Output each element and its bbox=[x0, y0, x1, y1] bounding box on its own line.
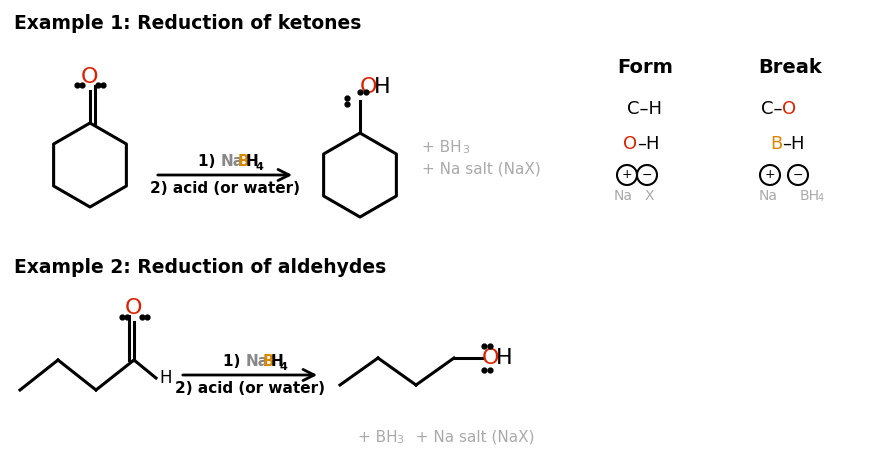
Text: Form: Form bbox=[617, 58, 673, 77]
Text: O: O bbox=[360, 77, 378, 97]
Text: H: H bbox=[246, 154, 258, 169]
Text: –H: –H bbox=[782, 135, 804, 153]
Text: Na: Na bbox=[221, 154, 244, 169]
Text: Break: Break bbox=[758, 58, 822, 77]
Text: Na: Na bbox=[613, 189, 632, 203]
Text: 4: 4 bbox=[255, 162, 263, 172]
Text: H: H bbox=[496, 348, 512, 368]
Text: +: + bbox=[765, 169, 775, 181]
Text: 3: 3 bbox=[462, 145, 469, 155]
Text: O: O bbox=[623, 135, 637, 153]
Text: 1): 1) bbox=[223, 354, 246, 369]
Text: 1): 1) bbox=[198, 154, 221, 169]
Text: + BH: + BH bbox=[358, 430, 398, 445]
Text: 4: 4 bbox=[280, 362, 288, 372]
Text: O: O bbox=[81, 67, 98, 87]
Text: H: H bbox=[271, 354, 284, 369]
Text: −: − bbox=[642, 169, 653, 181]
Text: 3: 3 bbox=[396, 435, 403, 445]
Text: 4: 4 bbox=[818, 193, 824, 203]
Text: O: O bbox=[125, 298, 143, 318]
Text: B: B bbox=[238, 154, 250, 169]
Text: + Na salt (NaX): + Na salt (NaX) bbox=[422, 162, 540, 177]
Text: 2) acid (or water): 2) acid (or water) bbox=[175, 381, 325, 396]
Text: BH: BH bbox=[800, 189, 820, 203]
Text: O: O bbox=[782, 100, 796, 118]
Text: −: − bbox=[793, 169, 803, 181]
Text: B: B bbox=[263, 354, 274, 369]
Text: + BH: + BH bbox=[422, 140, 462, 155]
Text: C–H: C–H bbox=[627, 100, 662, 118]
Text: Example 2: Reduction of aldehydes: Example 2: Reduction of aldehydes bbox=[14, 258, 386, 277]
Text: O: O bbox=[482, 348, 499, 368]
Text: H: H bbox=[159, 369, 172, 387]
Text: 2) acid (or water): 2) acid (or water) bbox=[150, 181, 300, 196]
Text: B: B bbox=[770, 135, 782, 153]
Text: C–: C– bbox=[760, 100, 782, 118]
Text: –H: –H bbox=[637, 135, 660, 153]
Text: X: X bbox=[644, 189, 653, 203]
Text: + Na salt (NaX): + Na salt (NaX) bbox=[406, 430, 534, 445]
Text: H: H bbox=[374, 77, 391, 97]
Text: +: + bbox=[622, 169, 632, 181]
Text: Na: Na bbox=[246, 354, 269, 369]
Text: Example 1: Reduction of ketones: Example 1: Reduction of ketones bbox=[14, 14, 362, 33]
Text: Na: Na bbox=[759, 189, 778, 203]
